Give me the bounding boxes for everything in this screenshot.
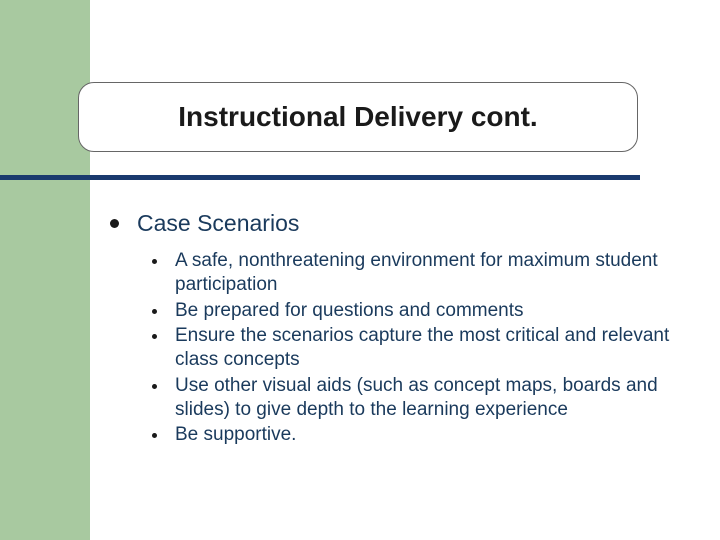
list-item: A safe, nonthreatening environment for m… [152, 249, 690, 297]
list-item: Be prepared for questions and comments [152, 299, 690, 323]
sidebar-accent [0, 0, 90, 540]
bullet-marker-icon [152, 433, 157, 438]
bullet-marker-icon [110, 219, 119, 228]
title-container: Instructional Delivery cont. [78, 82, 638, 152]
list-item: Ensure the scenarios capture the most cr… [152, 324, 690, 372]
bullet-marker-icon [152, 309, 157, 314]
sub-bullet-text: Ensure the scenarios capture the most cr… [175, 324, 690, 372]
bullet-marker-icon [152, 334, 157, 339]
list-item: Be supportive. [152, 423, 690, 447]
sub-bullet-text: Be prepared for questions and comments [175, 299, 524, 323]
list-item: Use other visual aids (such as concept m… [152, 374, 690, 422]
slide-title: Instructional Delivery cont. [178, 101, 537, 133]
bullet-marker-icon [152, 259, 157, 264]
sub-bullet-text: Use other visual aids (such as concept m… [175, 374, 690, 422]
sub-bullet-text: Be supportive. [175, 423, 296, 447]
title-underline [0, 175, 640, 180]
sub-bullet-list: A safe, nonthreatening environment for m… [152, 249, 690, 447]
bullet-marker-icon [152, 384, 157, 389]
sub-bullet-text: A safe, nonthreatening environment for m… [175, 249, 690, 297]
main-bullet-text: Case Scenarios [137, 210, 299, 237]
content-area: Case Scenarios A safe, nonthreatening en… [110, 210, 690, 449]
main-bullet: Case Scenarios [110, 210, 690, 237]
